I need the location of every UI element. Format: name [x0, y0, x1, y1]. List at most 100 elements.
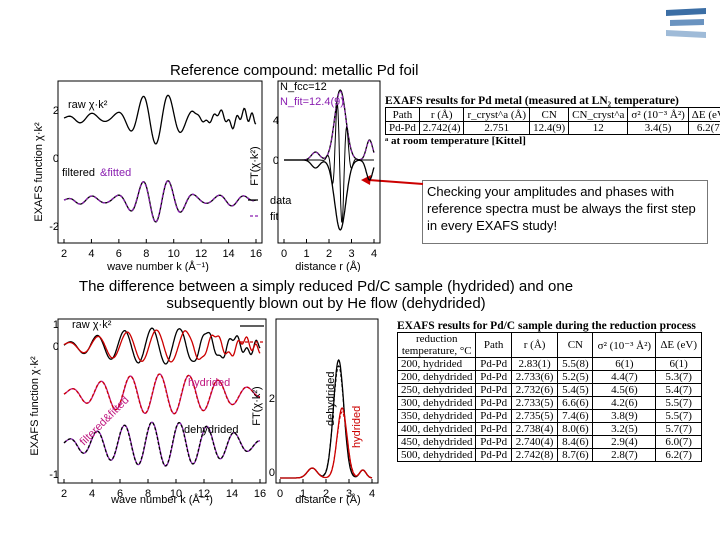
label-nfit: N_fit=12.4(9): [280, 96, 344, 108]
table-row: 400, dehydrided Pd-Pd 2.738(4) 8.0(6) 3.2(5)…: [396, 422, 702, 436]
table-row: Pd-Pd 2.742(4) 2.751 12.4(9) 12 3.4(5) 6…: [385, 121, 720, 135]
cell: 5.3(7): [655, 370, 702, 384]
cell: 12: [568, 121, 629, 135]
cell: 400, dehydrided: [396, 422, 477, 436]
x-tick-label: 16: [250, 248, 262, 260]
cell: 5.5(7): [655, 396, 702, 410]
cell: 3.8(9): [592, 409, 657, 423]
fit-hydrided-curve: [63, 373, 261, 415]
x-axis-label: distance r (Å): [295, 493, 360, 506]
cell: 200, hydrided: [396, 357, 477, 371]
plot-bottom-mid-ft: 0 1 2 3 4 2 0 FT(χ·k²) distance r (Å) dehydrid…: [251, 318, 379, 506]
x-tick-label: 6: [116, 248, 122, 260]
slide-title-top: Reference compound: metallic Pd foil: [170, 62, 419, 79]
th-r: r (Å): [510, 332, 559, 358]
cell: Pd-Pd: [475, 409, 512, 423]
fit-dehydrided-curve: [63, 421, 261, 467]
cell: 200, dehydrided: [396, 370, 477, 384]
x-tick-label: 14: [226, 488, 238, 500]
cell: 4.2(6): [592, 396, 657, 410]
th-cncryst: CN_cryst^a: [568, 107, 629, 122]
table-row: 250, dehydrided Pd-Pd 2.732(6) 5.4(5) 4.5(6)…: [396, 383, 702, 397]
x-tick-label: 6: [117, 488, 123, 500]
cell: 6.6(6): [557, 396, 594, 410]
plot-frame: [57, 318, 267, 484]
table2-block: EXAFS results for Pd/C sample during the…: [396, 320, 702, 462]
plot-frame: [275, 318, 379, 484]
label-nfcc: N_fcc=12: [280, 81, 327, 93]
cell: 5.2(5): [557, 370, 594, 384]
legend-data: data: [270, 195, 292, 207]
table-row: 200, dehydrided Pd-Pd 2.733(6) 5.2(5) 4.4(7)…: [396, 370, 702, 384]
table2-title: EXAFS results for Pd/C sample during the…: [397, 320, 696, 332]
cell: 6.2(7): [655, 448, 702, 462]
y-tick-label: -2: [49, 221, 59, 233]
label-filtered: filtered: [62, 167, 95, 179]
cell: 2.735(5): [510, 409, 559, 423]
th-sigma: σ² (10⁻³ Å²): [592, 332, 657, 358]
cell: 2.9(4): [592, 435, 657, 449]
x-tick-label: 3: [348, 248, 354, 260]
cell: Pd-Pd: [475, 357, 512, 371]
y-axis-label: FT(χ·k²): [251, 386, 263, 425]
cell: 4.4(7): [592, 370, 657, 384]
x-tick-label: 14: [222, 248, 234, 260]
label-hydrided: hydrided: [188, 377, 230, 389]
cell: 2.742(8): [510, 448, 559, 462]
chi-curves: [63, 327, 261, 467]
x-tick-label: 2: [326, 248, 332, 260]
cell: 2.733(6): [510, 370, 559, 384]
ft-hydrided-fit: [280, 411, 373, 479]
label-dehydrided: dehydrided: [184, 424, 238, 436]
cell: 2.8(7): [592, 448, 657, 462]
x-tick-label: 0: [281, 248, 287, 260]
th-reduction-temperature: reduction temperature, °C: [396, 332, 477, 358]
cell: 5.5(7): [655, 409, 702, 423]
label-fitted: &fitted: [100, 167, 131, 179]
y-axis-label: EXAFS function χ·k²: [29, 356, 41, 456]
cell: 500, dehydrided: [396, 448, 477, 462]
cell: 2.732(6): [510, 383, 559, 397]
y-tick-label: -1: [49, 469, 59, 481]
cell: 12.4(9): [529, 121, 570, 135]
x-tick-label: 2: [61, 488, 67, 500]
y-axis-label: EXAFS function χ·k²: [33, 122, 45, 222]
table1-block: EXAFS results for Pd metal (measured at …: [385, 95, 720, 147]
table1-footnote: ᵃ at room temperature [Kittel]: [385, 135, 526, 147]
cell: 6.0(7): [655, 435, 702, 449]
x-tick-label: 16: [254, 488, 266, 500]
cell: 350, dehydrided: [396, 409, 477, 423]
y-tick-label: 0: [53, 153, 59, 165]
y-tick-label: 1: [53, 319, 59, 331]
table-header-row: reduction temperature, °C Path r (Å) CN …: [396, 332, 702, 358]
cell: Pd-Pd: [475, 435, 512, 449]
y-tick-label: 0: [273, 155, 279, 167]
th-cn: CN: [529, 107, 570, 122]
y-axis-label: FT(χ·k²): [249, 146, 261, 185]
x-tick-label: 12: [198, 488, 210, 500]
cell: 6(1): [655, 357, 702, 371]
x-tick-label: 10: [170, 488, 182, 500]
slide-title-bottom: The difference between a simply reduced …: [78, 278, 574, 312]
x-tick-label: 2: [61, 248, 67, 260]
cell: 5.4(7): [655, 383, 702, 397]
x-tick-label: 4: [88, 248, 94, 260]
cell: Pd-Pd: [475, 448, 512, 462]
cell: 3.4(5): [627, 121, 689, 135]
x-axis-label: wave number k (Å⁻¹): [110, 493, 213, 506]
ft-neg-magnitude-data: [284, 159, 375, 231]
x-tick-label: 12: [195, 248, 207, 260]
table-row: 350, dehydrided Pd-Pd 2.735(5) 7.4(6) 3.8(9)…: [396, 409, 702, 423]
y-tick-label: 0: [53, 341, 59, 353]
x-tick-label: 0: [277, 488, 283, 500]
cell: Pd-Pd: [475, 370, 512, 384]
table-row: 200, hydrided Pd-Pd 2.83(1) 5.5(8) 6(1) 6(1): [396, 357, 702, 371]
table1: Path r (Å) r_cryst^a (Å) CN CN_cryst^a σ…: [385, 107, 720, 135]
x-tick-label: 8: [145, 488, 151, 500]
cell: 3.2(5): [592, 422, 657, 436]
ft-curves: [284, 89, 375, 231]
ft-imag-part: [284, 102, 374, 223]
plot-top-right-ft: 0 1 2 3 4 4 0 FT(χ·k²) distance r (Å) N_fcc=12…: [248, 80, 381, 272]
table1-title: EXAFS results for Pd metal (measured at …: [385, 95, 679, 107]
legend-fit: fit: [270, 211, 279, 223]
